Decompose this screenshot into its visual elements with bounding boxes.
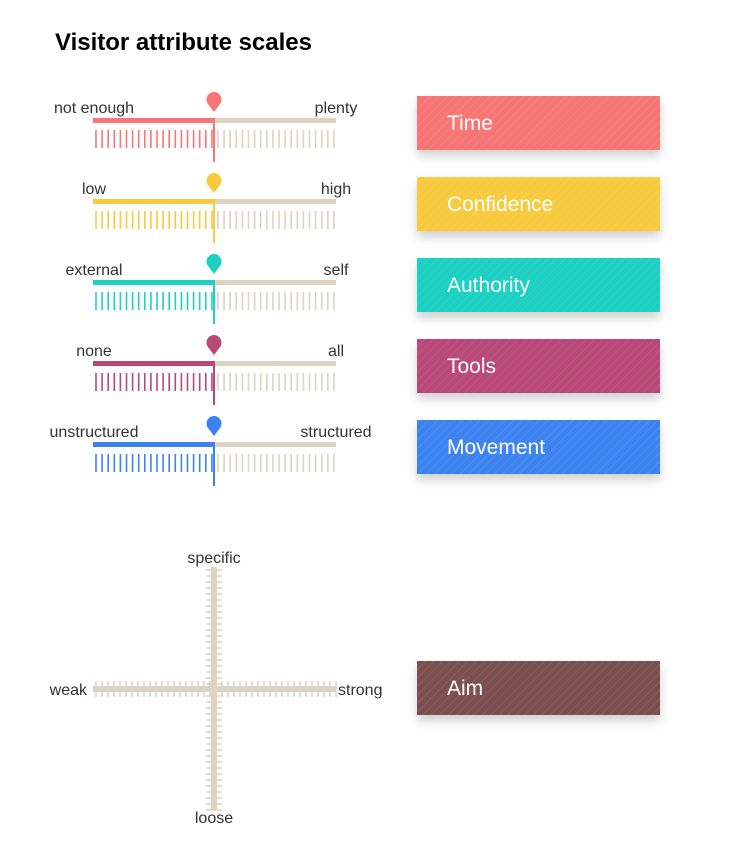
card-label: Movement [447, 436, 545, 459]
right-label: strong [338, 682, 382, 699]
pin [206, 173, 222, 193]
track-fill [93, 118, 214, 123]
right-label: self [324, 262, 349, 279]
left-label: low [82, 181, 106, 198]
card-texture [417, 420, 660, 474]
pin [206, 335, 222, 355]
card-texture [417, 258, 660, 312]
bottom-label: loose [195, 810, 233, 827]
card-texture [417, 96, 660, 150]
track-fill [93, 280, 214, 285]
left-label: none [76, 343, 112, 360]
card-label: Confidence [447, 193, 553, 216]
card-label: Authority [447, 274, 530, 297]
card-label: Tools [447, 355, 496, 378]
track-fill [93, 199, 214, 204]
card-label: Time [447, 112, 493, 135]
right-label: high [321, 181, 351, 198]
left-label: weak [49, 682, 88, 699]
right-label: all [328, 343, 344, 360]
card-texture [417, 339, 660, 393]
title: Visitor attribute scales [55, 29, 312, 56]
card-texture [417, 661, 660, 715]
left-label: external [66, 262, 123, 279]
left-label: not enough [54, 100, 134, 117]
pin [206, 253, 222, 274]
left-label: unstructured [50, 424, 139, 441]
card-texture [417, 177, 660, 231]
track-fill [93, 361, 214, 366]
pin [206, 416, 222, 436]
v-axis [211, 567, 217, 810]
pin [206, 92, 222, 112]
card-label: Aim [447, 677, 483, 700]
top-label: specific [187, 550, 240, 567]
right-label: plenty [315, 100, 358, 117]
right-label: structured [300, 424, 371, 441]
track-fill [93, 442, 214, 447]
